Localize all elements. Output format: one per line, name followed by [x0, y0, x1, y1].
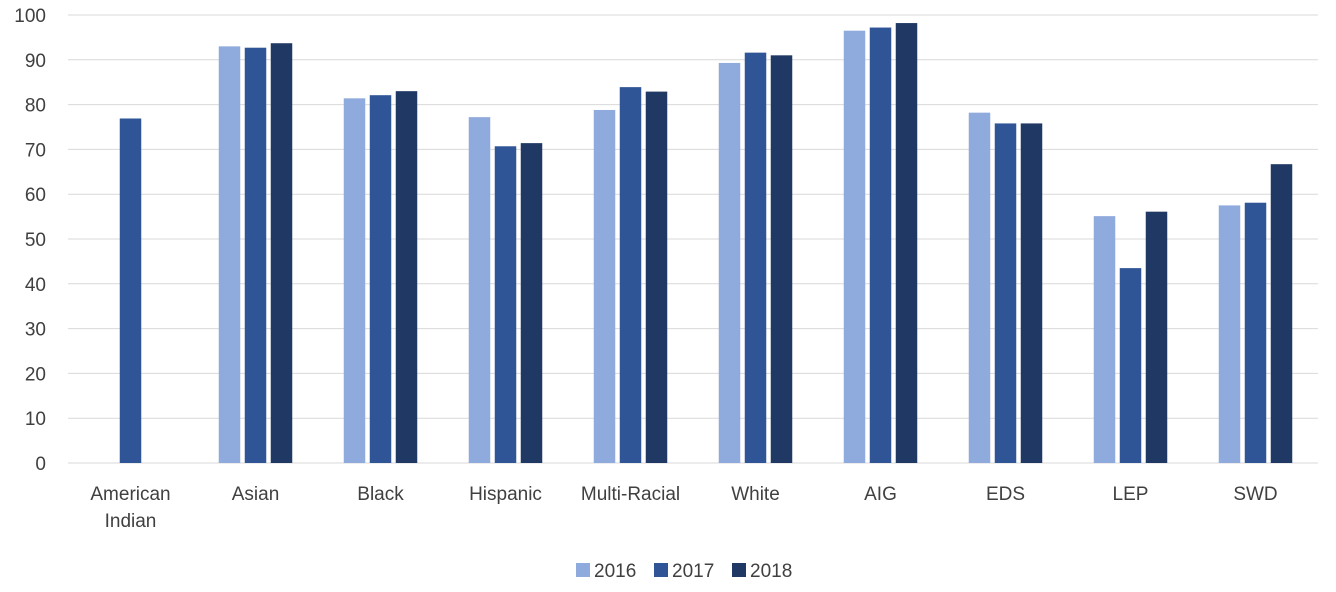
x-tick-label: Asian	[232, 484, 280, 505]
bar-2017-9	[1244, 202, 1267, 463]
bar-2017-4	[619, 87, 642, 464]
legend-item-2016: 2016	[576, 561, 636, 582]
bar-2016-6	[843, 30, 866, 464]
y-tick-label: 60	[25, 185, 46, 206]
x-tick-label: AIG	[864, 484, 897, 505]
bar-2018-1	[270, 43, 293, 463]
y-axis: 0 10 20 30 40 50 60 70 80 90 100	[14, 6, 46, 475]
y-tick-label: 50	[25, 230, 46, 251]
bar-2017-1	[244, 47, 267, 463]
x-tick-label: Hispanic	[469, 484, 542, 505]
bar-2017-0	[119, 118, 142, 463]
x-tick-label: White	[731, 484, 780, 505]
x-tick-label: Black	[357, 484, 404, 505]
x-tick-label: SWD	[1233, 484, 1277, 505]
bar-2018-9	[1270, 164, 1293, 463]
y-tick-label: 70	[25, 140, 46, 161]
bar-2017-5	[744, 52, 767, 464]
y-tick-label: 90	[25, 51, 46, 72]
x-tick-label: Indian	[105, 511, 157, 532]
bar-2017-3	[494, 146, 517, 464]
bar-2016-1	[218, 46, 241, 464]
legend-swatch	[732, 563, 746, 577]
bar-2017-8	[1119, 268, 1142, 463]
legend: 2016 2017 2018	[576, 561, 792, 582]
x-tick-label: LEP	[1113, 484, 1149, 505]
bar-2016-7	[968, 112, 991, 463]
y-tick-label: 20	[25, 364, 46, 385]
legend-label: 2017	[672, 561, 714, 582]
bar-2018-3	[520, 143, 543, 464]
bar-2016-4	[593, 109, 616, 463]
legend-label: 2018	[750, 561, 792, 582]
bar-2016-5	[718, 62, 741, 463]
legend-swatch	[654, 563, 668, 577]
y-tick-label: 40	[25, 275, 46, 296]
x-axis: American Indian Asian Black Hispanic Multi-Ra…	[90, 484, 1277, 532]
x-tick-label: Multi-Racial	[581, 484, 680, 505]
y-tick-label: 10	[25, 409, 46, 430]
legend-item-2018: 2018	[732, 561, 792, 582]
bar-2016-3	[468, 117, 491, 464]
bar-2018-2	[395, 91, 418, 463]
legend-swatch	[576, 563, 590, 577]
x-tick-label: American	[90, 484, 170, 505]
y-tick-label: 100	[14, 6, 46, 27]
bar-2017-7	[994, 123, 1017, 463]
bar-2018-8	[1145, 211, 1168, 463]
bar-2017-6	[869, 27, 892, 463]
legend-item-2017: 2017	[654, 561, 714, 582]
bar-2017-2	[369, 95, 392, 463]
bar-2018-7	[1020, 123, 1043, 463]
y-tick-label: 0	[35, 454, 46, 475]
legend-label: 2016	[594, 561, 636, 582]
y-tick-label: 30	[25, 320, 46, 341]
y-tick-label: 80	[25, 96, 46, 117]
x-tick-label: EDS	[986, 484, 1025, 505]
bar-2018-5	[770, 55, 793, 463]
bar-2018-6	[895, 23, 918, 464]
bar-2016-8	[1093, 216, 1116, 463]
bar-2016-9	[1218, 205, 1241, 463]
bar-2018-4	[645, 91, 668, 463]
bar-2016-2	[343, 98, 366, 463]
bars	[119, 23, 1293, 464]
